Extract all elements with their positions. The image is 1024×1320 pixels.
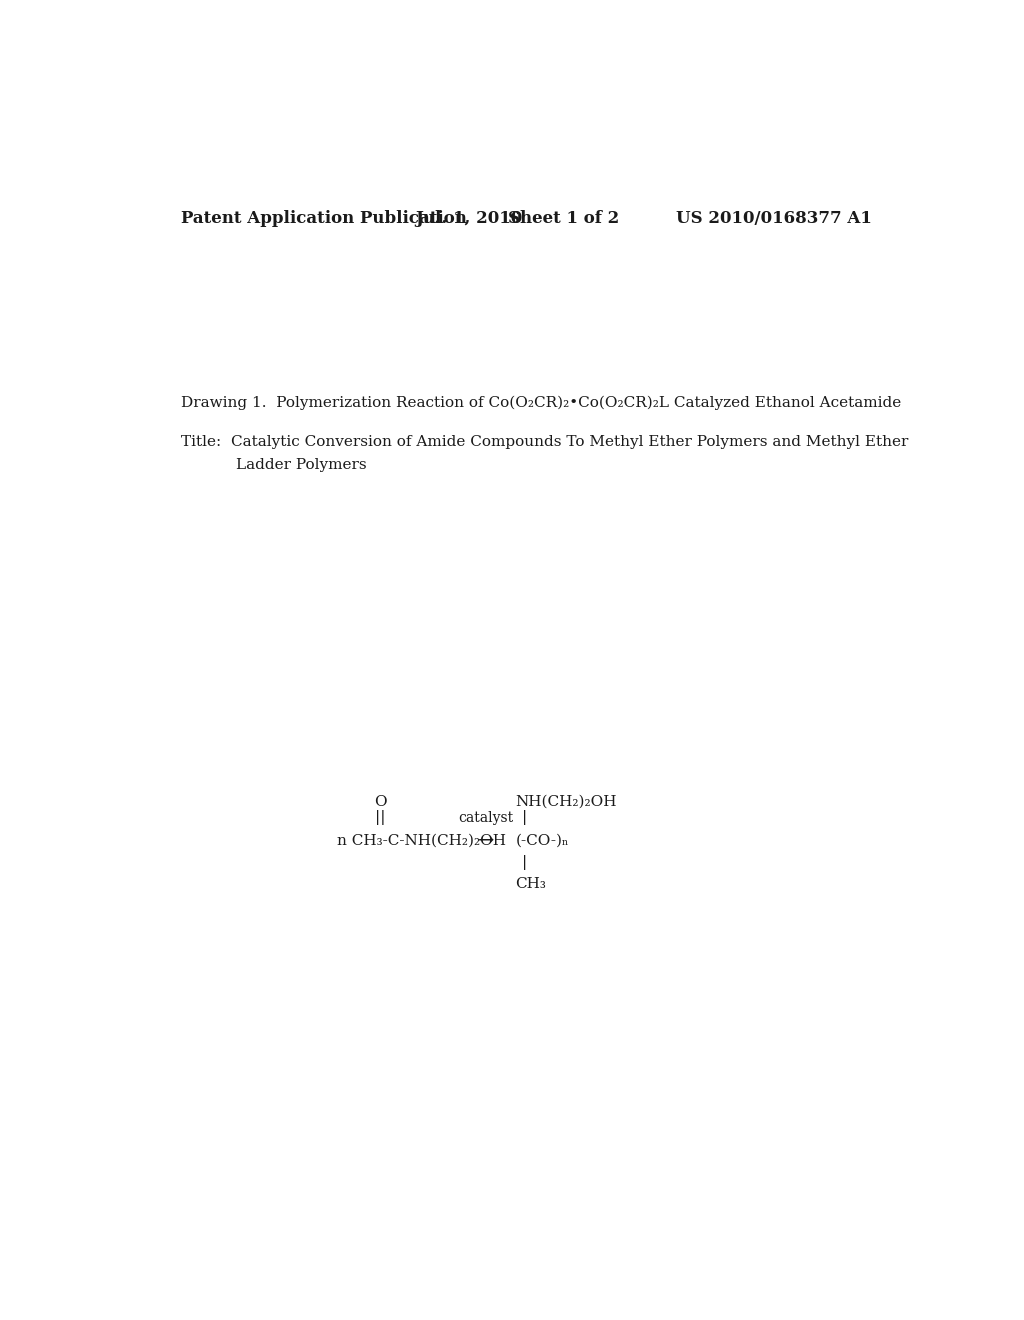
Text: Patent Application Publication: Patent Application Publication [180, 210, 467, 227]
Text: catalyst: catalyst [459, 810, 514, 825]
Text: |: | [522, 810, 527, 825]
Text: US 2010/0168377 A1: US 2010/0168377 A1 [676, 210, 872, 227]
Text: Jul. 1, 2010: Jul. 1, 2010 [415, 210, 522, 227]
Text: Ladder Polymers: Ladder Polymers [237, 458, 368, 471]
Text: CH₃: CH₃ [515, 876, 547, 891]
Text: Sheet 1 of 2: Sheet 1 of 2 [508, 210, 618, 227]
Text: Title:  Catalytic Conversion of Amide Compounds To Methyl Ether Polymers and Met: Title: Catalytic Conversion of Amide Com… [180, 434, 908, 449]
Text: (-CO-)ₙ: (-CO-)ₙ [515, 834, 569, 847]
Text: |: | [522, 854, 527, 870]
Text: n CH₃-C-NH(CH₂)₂OH: n CH₃-C-NH(CH₂)₂OH [337, 834, 506, 847]
Text: →: → [478, 832, 495, 850]
Text: Drawing 1.  Polymerization Reaction of Co(O₂CR)₂•Co(O₂CR)₂L Catalyzed Ethanol Ac: Drawing 1. Polymerization Reaction of Co… [180, 396, 901, 411]
Text: ||: || [376, 810, 386, 825]
Text: NH(CH₂)₂OH: NH(CH₂)₂OH [515, 795, 617, 809]
Text: O: O [375, 795, 387, 809]
